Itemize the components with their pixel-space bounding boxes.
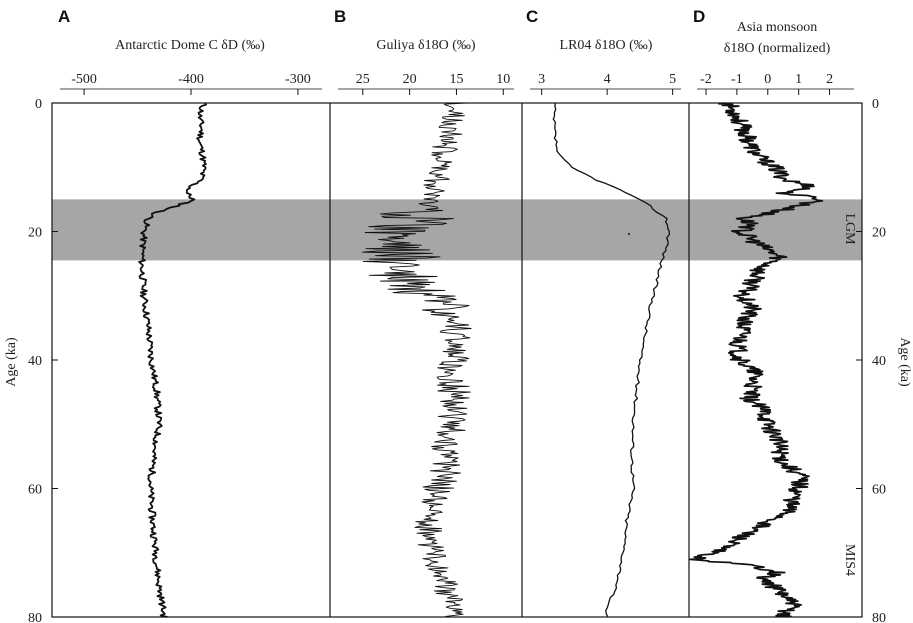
x-tick-label: -300: [285, 72, 311, 87]
left-axis-label: Age (ka): [4, 337, 19, 387]
series-line-panel-a: [138, 102, 207, 618]
panel-letter-c: C: [526, 7, 538, 26]
left-age-tick-label: 0: [35, 97, 42, 112]
x-tick-label: 4: [604, 72, 611, 87]
lgm-label: LGM: [842, 213, 857, 245]
panel-letter-a: A: [58, 7, 70, 26]
right-age-tick-label: 40: [872, 354, 886, 369]
x-tick-label: 10: [496, 72, 510, 87]
series-layer: [138, 102, 824, 618]
panel-title-b: Guliya δ18O (‰): [376, 38, 475, 53]
x-tick-label: -400: [178, 72, 204, 87]
right-age-tick-label: 0: [872, 97, 879, 112]
x-tick-label: 25: [356, 72, 370, 87]
x-tick-label: -2: [700, 72, 712, 87]
x-tick-label: 15: [449, 72, 463, 87]
panel-title-a: Antarctic Dome C δD (‰): [115, 38, 265, 53]
left-age-tick-label: 20: [28, 226, 42, 241]
panel-title-c: LR04 δ18O (‰): [560, 38, 653, 53]
mis4-label: MIS4: [842, 544, 857, 576]
right-age-tick-label: 60: [872, 483, 886, 498]
x-tick-label: 1: [795, 72, 802, 87]
series-line-panel-c: [552, 102, 670, 618]
left-age-tick-label: 80: [28, 611, 42, 623]
right-age-tick-label: 20: [872, 226, 886, 241]
x-tick-label: -500: [71, 72, 97, 87]
x-tick-label: 0: [764, 72, 771, 87]
panel-title-d-line1: Asia monsoon: [737, 20, 818, 35]
right-age-tick-label: 80: [872, 611, 886, 623]
x-tick-label: 2: [826, 72, 833, 87]
x-tick-label: 3: [538, 72, 545, 87]
left-age-tick-label: 40: [28, 354, 42, 369]
right-axis-label: Age (ka): [897, 337, 912, 387]
panel-title-d-line2: δ18O (normalized): [724, 41, 831, 56]
stray-point: [628, 233, 630, 235]
x-tick-label: 20: [403, 72, 417, 87]
x-tick-label: 5: [669, 72, 676, 87]
lgm-band: [52, 199, 862, 261]
panel-letter-b: B: [334, 7, 346, 26]
series-line-panel-b: [361, 102, 472, 617]
series-line-panel-d: [689, 102, 824, 618]
panel-letter-d: D: [693, 7, 705, 26]
x-tick-label: -1: [731, 72, 743, 87]
left-age-tick-label: 60: [28, 483, 42, 498]
